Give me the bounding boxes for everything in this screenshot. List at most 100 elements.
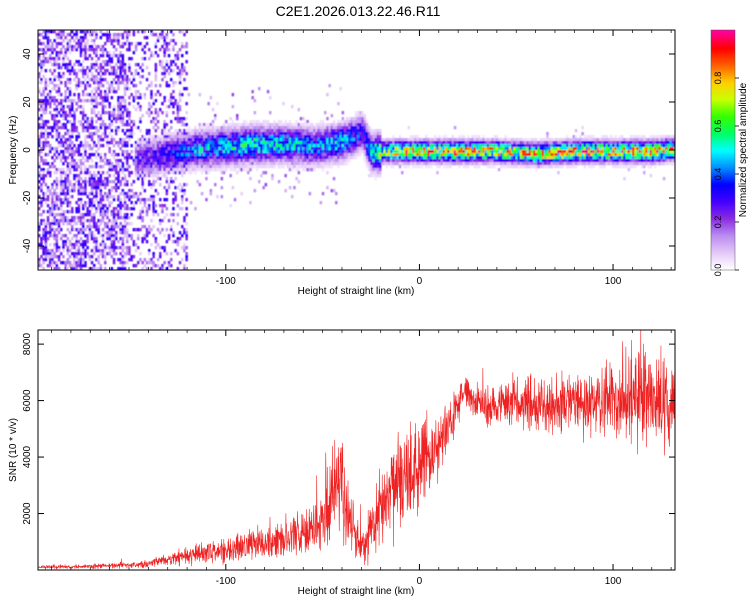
heatmap-cell: [332, 135, 336, 139]
heatmap-cell: [176, 129, 180, 133]
heatmap-cell: [273, 138, 276, 142]
heatmap-cell: [152, 168, 155, 172]
heatmap-cell: [77, 246, 81, 250]
heatmap-cell: [519, 165, 523, 169]
heatmap-cell: [266, 162, 270, 166]
heatmap-cell: [249, 177, 252, 181]
heatmap-cell: [117, 141, 120, 145]
heatmap-cell: [75, 216, 78, 220]
heatmap-cell: [40, 126, 43, 130]
heatmap-cell: [88, 210, 92, 214]
heatmap-cell: [172, 240, 175, 244]
heatmap-cell: [218, 129, 221, 133]
heatmap-cell: [68, 264, 72, 268]
heatmap-cell: [108, 237, 111, 241]
heatmap-cell: [321, 159, 325, 163]
heatmap-cell: [546, 156, 549, 160]
heatmap-cell: [150, 96, 153, 100]
heatmap-cell: [352, 153, 356, 157]
heatmap-cell: [57, 249, 61, 253]
heatmap-cell: [209, 147, 213, 151]
heatmap-cell: [222, 162, 226, 166]
heatmap-cell: [104, 177, 107, 181]
heatmap-cell: [330, 153, 334, 157]
heatmap-cell: [533, 141, 536, 145]
heatmap-cell: [255, 144, 259, 148]
heatmap-cell: [282, 141, 285, 145]
heatmap-cell: [95, 228, 98, 232]
heatmap-cell: [189, 135, 193, 139]
heatmap-cell: [328, 141, 331, 145]
heatmap-cell: [123, 150, 127, 154]
heatmap-cell: [128, 69, 131, 73]
heatmap-cell: [93, 132, 96, 136]
heatmap-cell: [350, 129, 353, 133]
heatmap-cell: [68, 183, 72, 187]
heatmap-cell: [79, 30, 83, 34]
heatmap-cell: [181, 174, 184, 178]
heatmap-cell: [473, 135, 477, 139]
heatmap-cell: [343, 141, 347, 145]
heatmap-cell: [115, 165, 118, 169]
heatmap-cell: [291, 138, 294, 142]
heatmap-cell: [97, 207, 100, 211]
heatmap-cell: [77, 99, 81, 103]
heatmap-cell: [38, 117, 41, 121]
heatmap-cell: [46, 57, 50, 61]
heatmap-cell: [90, 153, 94, 157]
heatmap-cell: [394, 159, 397, 163]
heatmap-cell: [176, 171, 180, 175]
heatmap-cell: [150, 54, 153, 58]
heatmap-cell: [148, 159, 151, 163]
heatmap-cell: [53, 159, 56, 163]
heatmap-cell: [214, 150, 217, 154]
heatmap-cell: [42, 222, 45, 226]
heatmap-cell: [44, 96, 48, 100]
heatmap-cell: [546, 159, 549, 163]
heatmap-cell: [57, 66, 61, 70]
heatmap-cell: [343, 135, 347, 139]
heatmap-cell: [271, 177, 274, 181]
heatmap-cell: [337, 132, 340, 136]
heatmap-cell: [82, 99, 85, 103]
heatmap-cell: [372, 129, 375, 133]
heatmap-cell: [104, 222, 107, 226]
heatmap-cell: [339, 87, 342, 91]
heatmap-cell: [101, 198, 105, 202]
heatmap-cell: [537, 141, 540, 145]
heatmap-cell: [302, 117, 305, 121]
heatmap-cell: [273, 165, 276, 169]
heatmap-cell: [220, 171, 224, 175]
heatmap-cell: [150, 156, 153, 160]
heatmap-cell: [185, 51, 188, 55]
heatmap-cell: [95, 48, 98, 52]
heatmap-cell: [84, 219, 87, 223]
heatmap-cell: [526, 159, 529, 163]
heatmap-cell: [412, 153, 415, 157]
heatmap-cell: [288, 150, 292, 154]
heatmap-cell: [141, 150, 144, 154]
heatmap-cell: [350, 120, 353, 124]
heatmap-cell: [64, 183, 67, 187]
heatmap-cell: [101, 84, 105, 88]
heatmap-cell: [442, 138, 446, 142]
heatmap-cell: [167, 135, 171, 139]
heatmap-cell: [198, 162, 202, 166]
heatmap-cell: [106, 213, 109, 217]
heatmap-cell: [66, 216, 70, 220]
heatmap-cell: [324, 162, 327, 166]
heatmap-cell: [277, 144, 281, 148]
heatmap-cell: [170, 165, 173, 169]
heatmap-cell: [456, 162, 459, 166]
heatmap-cell: [66, 210, 70, 214]
heatmap-cell: [40, 201, 43, 205]
heatmap-cell: [64, 93, 67, 97]
heatmap-cell: [392, 159, 395, 163]
heatmap-cell: [108, 195, 111, 199]
heatmap-cell: [185, 141, 188, 145]
heatmap-cell: [163, 138, 166, 142]
heatmap-cell: [211, 165, 215, 169]
heatmap-cell: [49, 225, 52, 229]
heatmap-cell: [172, 141, 175, 145]
heatmap-cell: [299, 138, 303, 142]
